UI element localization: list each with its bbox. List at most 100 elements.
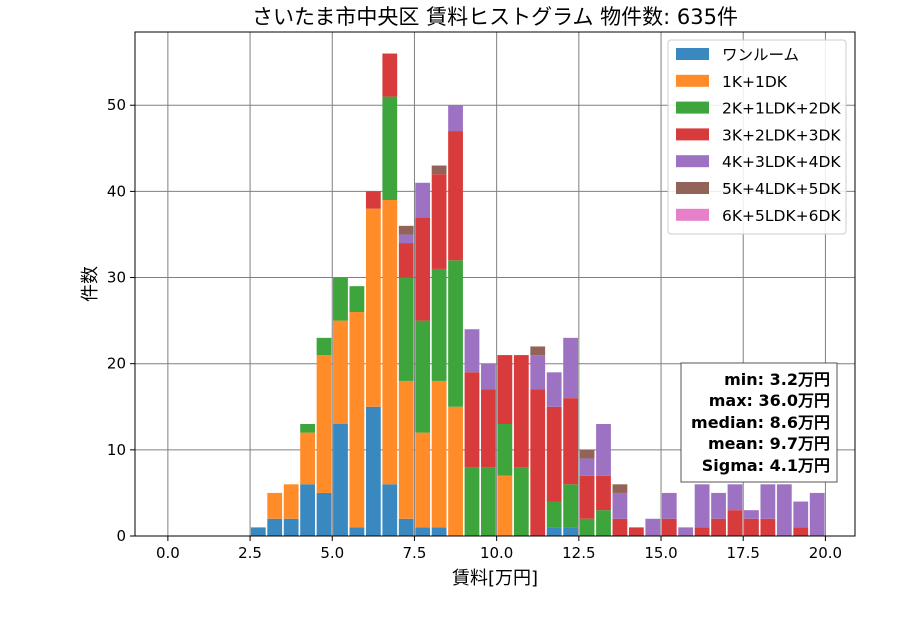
bar-segment [497,475,513,536]
bar-segment [546,501,562,528]
bar-segment [300,484,315,536]
bar-segment [448,406,463,536]
bar-segment [546,372,562,407]
bar-segment [711,518,726,536]
bar-segment [497,424,513,476]
bar-segment [678,527,694,536]
chart-title: さいたま市中央区 賃料ヒストグラム 物件数: 635件 [252,5,738,29]
y-tick-label: 40 [107,182,126,200]
bar-segment [398,380,414,519]
legend-swatch [676,74,709,87]
bar-segment [448,105,463,132]
bar-segment [579,518,595,536]
bar-segment [431,268,447,381]
bars [250,53,825,536]
stats-min: min: 3.2万円 [724,370,830,389]
bar-segment [283,518,299,536]
bar-segment [316,355,332,493]
bar-segment [809,492,825,536]
bar-segment [415,432,431,528]
bar-segment [596,510,611,536]
bar-segment [415,527,431,536]
stats-box: min: 3.2万円 max: 36.0万円 median: 8.6万円 mea… [680,362,838,483]
legend-label: 4K+3LDK+4DK [722,153,841,171]
bar-segment [546,527,562,536]
bar-segment [431,527,447,536]
bar-segment [661,492,677,519]
plot-frame [134,31,856,537]
bar-segment [530,346,546,356]
bar-segment [579,458,595,476]
bar-segment [727,510,743,536]
bar-segment [744,518,759,536]
bar-segment [760,484,776,519]
legend-label: ワンルーム [722,46,799,64]
legend-swatch [676,155,709,168]
legend: ワンルーム 1K+1DK 2K+1LDK+2DK 3K+2LDK+3DK 4K+3LDK… [667,39,847,235]
bar-segment [398,277,414,381]
bar-segment [349,527,365,536]
bar-segment [333,424,348,536]
bar-segment [333,277,348,321]
bar-segment [481,363,496,390]
bar-segment [398,518,414,536]
bar-segment [398,243,414,278]
x-tick-label: 10.0 [480,544,513,562]
bar-segment [563,484,579,528]
x-tick-label: 20.0 [809,544,842,562]
bar-segment [530,355,546,390]
bar-segment [694,484,710,528]
bar-segment [661,518,677,536]
bar-segment [563,398,579,485]
bar-segment [415,217,431,321]
legend-label: 1K+1DK [722,73,788,91]
legend-swatch [676,101,709,114]
bar-segment [316,337,332,356]
bar-segment [530,389,546,536]
bar-segment [382,96,398,200]
stats-sigma: Sigma: 4.1万円 [702,456,830,475]
x-tick-label: 0.0 [156,544,180,562]
y-tick-label: 0 [116,527,126,545]
bar-segment [513,355,529,468]
bar-segment [382,53,398,97]
legend-swatch [676,128,709,141]
bar-segment [382,484,398,536]
x-tick-label: 15.0 [644,544,677,562]
bar-segment [431,380,447,528]
legend-items: ワンルーム 1K+1DK 2K+1LDK+2DK 3K+2LDK+3DK 4K+3LDK… [676,46,841,225]
legend-label: 3K+2LDK+3DK [722,126,841,144]
bar-segment [431,174,447,269]
legend-label: 5K+4LDK+5DK [722,180,841,198]
x-tick-label: 7.5 [403,544,427,562]
x-tick-label: 17.5 [727,544,760,562]
stats-mean: mean: 9.7万円 [708,434,830,453]
y-tick-label: 50 [107,96,126,114]
bar-segment [579,475,595,519]
bar-segment [596,475,611,511]
x-tick-label: 5.0 [320,544,344,562]
bar-segment [349,312,365,528]
bar-segment [349,286,365,312]
bar-segment [546,406,562,502]
bar-segment [316,492,332,536]
bar-segment [300,432,315,485]
bar-segment [596,424,611,476]
bar-segment [382,200,398,485]
bar-segment [563,527,579,536]
bar-segment [612,484,628,493]
bar-segment [464,372,480,468]
y-axis-label: 件数 [80,266,101,302]
stats-box-frame [680,362,838,483]
legend-label: 2K+1LDK+2DK [722,100,841,118]
bar-segment [267,492,283,519]
bar-segment [464,467,480,536]
bar-segment [365,208,381,407]
x-axis-ticks: 0.0 2.5 5.0 7.5 10.0 12.5 15.0 17.5 20.0 [156,536,842,562]
legend-swatch [676,48,709,60]
bar-segment [628,527,644,536]
bar-segment [727,484,743,511]
bar-segment [464,329,480,373]
bar-segment [612,492,628,519]
